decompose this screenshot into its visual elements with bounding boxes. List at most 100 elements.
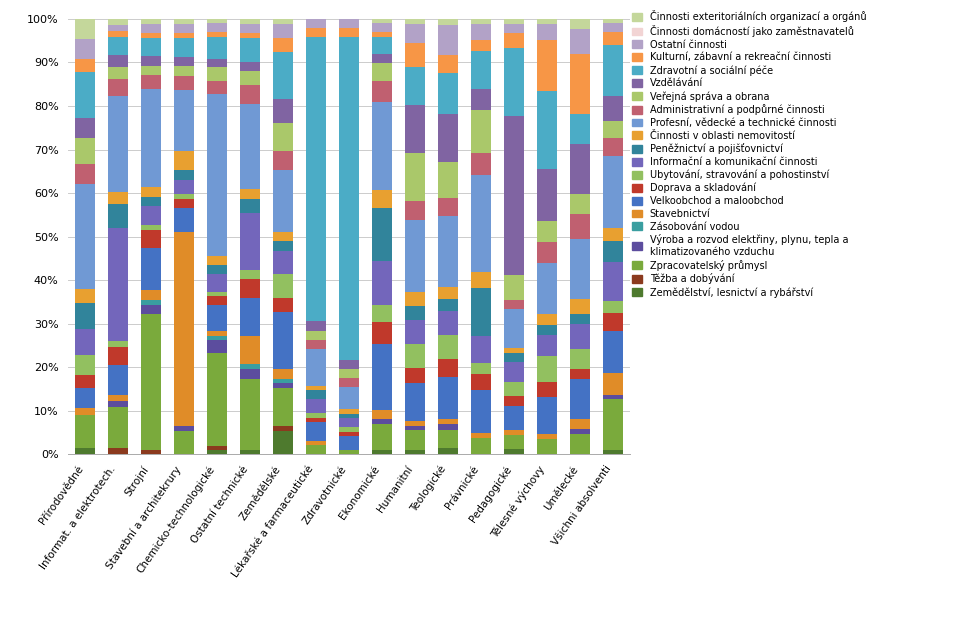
Bar [174,33,194,38]
Bar [372,81,391,102]
Bar [570,29,590,54]
Bar [438,216,458,287]
Bar [273,241,293,251]
Bar [405,369,425,382]
Bar [306,37,326,321]
Bar [306,331,326,339]
Bar [207,445,226,450]
Bar [603,228,623,241]
Bar [240,199,260,213]
Bar [504,48,524,115]
Bar [405,382,425,421]
Bar [75,19,95,38]
Bar [174,208,194,232]
Bar [141,314,161,450]
Bar [372,450,391,454]
Bar [603,138,623,155]
Bar [240,33,260,38]
Bar [207,336,226,340]
Bar [504,275,524,300]
Bar [207,23,226,32]
Bar [339,37,359,360]
Bar [174,151,194,170]
Bar [504,430,524,435]
Bar [75,448,95,454]
Bar [372,305,391,322]
Bar [75,184,95,290]
Bar [174,199,194,208]
Bar [339,387,359,410]
Bar [504,348,524,353]
Bar [603,331,623,373]
Bar [273,426,293,430]
Bar [273,312,293,369]
Bar [504,435,524,449]
Bar [570,54,590,114]
Bar [537,325,557,335]
Bar [207,292,226,296]
Bar [603,155,623,228]
Bar [537,24,557,40]
Bar [306,413,326,418]
Bar [405,153,425,201]
Bar [438,162,458,198]
Bar [240,19,260,24]
Bar [174,430,194,454]
Bar [372,191,391,208]
Bar [108,341,128,347]
Bar [405,430,425,449]
Bar [207,274,226,292]
Bar [108,406,128,449]
Bar [108,365,128,394]
Bar [108,31,128,37]
Bar [570,214,590,239]
Bar [504,115,524,275]
Bar [438,449,458,454]
Bar [504,300,524,309]
Bar [273,52,293,100]
Bar [174,38,194,57]
Bar [405,449,425,454]
Bar [141,197,161,206]
Bar [537,335,557,356]
Bar [339,418,359,427]
Bar [75,59,95,72]
Bar [207,305,226,331]
Bar [405,426,425,430]
Bar [438,359,458,377]
Bar [141,305,161,314]
Bar [471,363,491,374]
Bar [240,38,260,62]
Bar [75,388,95,408]
Bar [306,445,326,454]
Bar [438,287,458,299]
Bar [570,314,590,324]
Bar [306,19,326,28]
Bar [108,67,128,79]
Bar [537,169,557,221]
Bar [603,241,623,262]
Bar [207,450,226,454]
Bar [75,329,95,355]
Bar [438,418,458,425]
Bar [339,28,359,37]
Bar [405,220,425,292]
Bar [240,369,260,379]
Bar [273,274,293,298]
Bar [537,221,557,242]
Bar [75,72,95,118]
Bar [504,449,524,454]
Bar [537,439,557,454]
Bar [372,63,391,81]
Bar [207,32,226,37]
Bar [570,114,590,144]
Bar [372,102,391,191]
Bar [372,410,391,419]
Bar [240,298,260,336]
Legend: Činnosti exteritoriálních organizací a orgánů, Činnosti domácností jako zaměstna: Činnosti exteritoriálních organizací a o… [632,10,867,298]
Bar [273,430,293,454]
Bar [372,322,391,345]
Bar [603,23,623,32]
Bar [108,394,128,401]
Bar [273,232,293,241]
